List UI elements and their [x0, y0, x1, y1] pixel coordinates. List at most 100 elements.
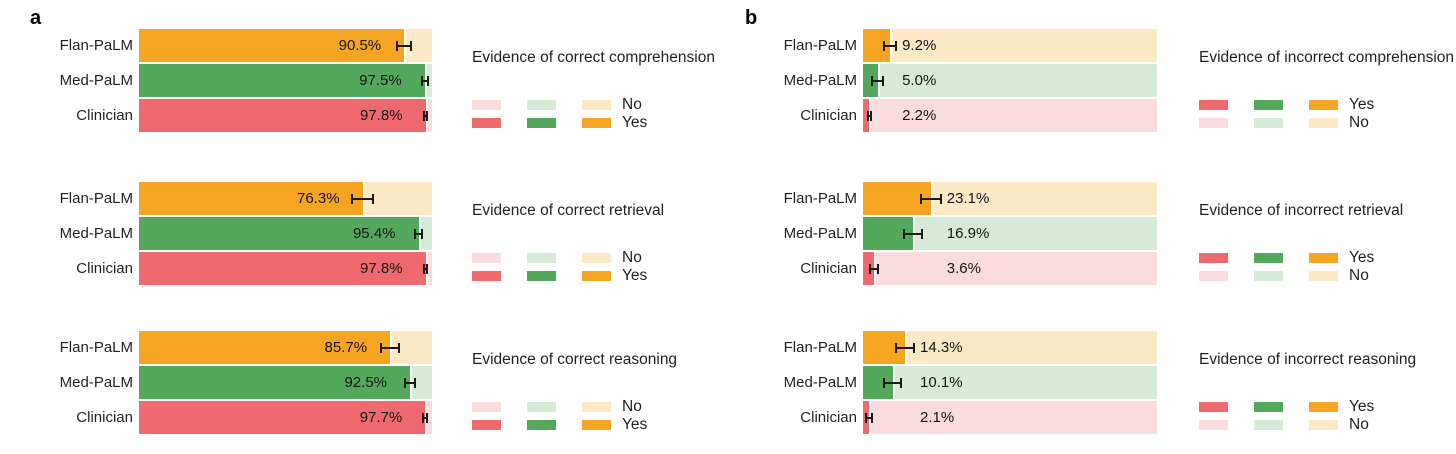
legend-swatch-flan-palm-solid: [1309, 402, 1338, 412]
value-label: 9.2%: [902, 37, 937, 54]
legend-swatch-flan-palm-light: [1309, 118, 1338, 128]
error-bar-cap: [413, 228, 416, 239]
error-bar-line: [413, 232, 424, 235]
legend-row-label: No: [622, 96, 642, 113]
legend-swatch-clinician-light: [472, 402, 501, 412]
legend-row-label: Yes: [622, 114, 648, 131]
error-bar-cap: [422, 263, 425, 274]
panel-label-b: b: [745, 7, 758, 29]
row-label: Flan-PaLM: [783, 339, 857, 356]
legend-swatch-clinician-light: [1199, 420, 1228, 430]
error-bar-line: [871, 79, 885, 82]
legend-row-label: No: [622, 398, 642, 415]
legend-swatch-flan-palm-light: [582, 402, 611, 412]
row-label: Flan-PaLM: [59, 37, 133, 54]
legend-row-label: No: [1349, 416, 1369, 433]
error-bar-cap: [404, 377, 407, 388]
row-label: Clinician: [800, 260, 857, 277]
bar-light-segment: [879, 64, 1157, 97]
legend-swatch-flan-palm-light: [1309, 420, 1338, 430]
error-bar-line: [422, 267, 429, 270]
bar-light-segment: [875, 252, 1157, 285]
legend-swatch-med-palm-solid: [1254, 253, 1283, 263]
legend-swatch-flan-palm-solid: [1309, 100, 1338, 110]
row-label: Clinician: [800, 409, 857, 426]
legend-swatch-clinician-solid: [1199, 402, 1228, 412]
row-label: Clinician: [76, 107, 133, 124]
value-label: 5.0%: [902, 72, 937, 89]
legend-swatch-clinician-light: [1199, 271, 1228, 281]
error-bar-line: [380, 346, 401, 349]
bar-light-segment: [420, 217, 432, 250]
legend-row-label: No: [1349, 114, 1369, 131]
error-bar-cap: [421, 228, 424, 239]
value-label: 90.5%: [338, 37, 382, 54]
legend-swatch-flan-palm-solid: [582, 420, 611, 430]
bar-light-segment: [932, 182, 1157, 215]
row-label: Med-PaLM: [783, 374, 857, 391]
value-label: 97.8%: [360, 260, 403, 277]
error-bar-cap: [426, 75, 429, 86]
error-bar-cap: [900, 377, 903, 388]
value-label: 97.8%: [360, 107, 403, 124]
bar-solid-segment: [863, 182, 931, 215]
bar-solid-segment: [139, 182, 363, 215]
error-bar-cap: [920, 193, 923, 204]
legend-swatch-clinician-solid: [472, 118, 501, 128]
legend-swatch-med-palm-light: [1254, 118, 1283, 128]
error-bar-cap: [871, 75, 874, 86]
legend-swatch-clinician-light: [472, 100, 501, 110]
error-bar-line: [902, 232, 923, 235]
error-bar-cap: [883, 377, 886, 388]
error-bar: [871, 75, 885, 86]
bar-light-segment: [426, 64, 432, 97]
row-label: Flan-PaLM: [783, 190, 857, 207]
error-bar-line: [420, 79, 429, 82]
legend-swatch-flan-palm-solid: [582, 271, 611, 281]
error-bar-cap: [396, 40, 399, 51]
error-bar: [422, 412, 429, 423]
error-bar: [895, 342, 916, 353]
bar-solid-segment: [139, 29, 405, 62]
bar-light-segment: [871, 401, 1157, 434]
row-label: Clinician: [800, 107, 857, 124]
legend-row-label: Yes: [622, 416, 648, 433]
value-label: 97.7%: [359, 409, 403, 426]
legend-swatch-med-palm-light: [1254, 420, 1283, 430]
error-bar-cap: [422, 110, 425, 121]
error-bar-line: [866, 114, 873, 117]
error-bar: [902, 228, 923, 239]
error-bar-cap: [868, 263, 871, 274]
error-bar-line: [920, 197, 942, 200]
legend-swatch-med-palm-solid: [1254, 402, 1283, 412]
error-bar: [883, 377, 903, 388]
bar-solid-segment: [139, 217, 419, 250]
error-bar: [422, 110, 429, 121]
legend-swatch-flan-palm-solid: [582, 118, 611, 128]
legend-swatch-clinician-light: [472, 253, 501, 263]
legend-row-label: Yes: [1349, 96, 1375, 113]
error-bar: [413, 228, 424, 239]
legend-swatch-flan-palm-solid: [1309, 253, 1338, 263]
legend-title: Evidence of correct retrieval: [472, 202, 665, 219]
bar-light-segment: [894, 366, 1157, 399]
value-label: 95.4%: [352, 225, 396, 242]
legend-title: Evidence of incorrect retrieval: [1199, 202, 1404, 219]
bar-solid-segment: [139, 64, 425, 97]
bar-solid-segment: [139, 401, 426, 434]
error-bar-cap: [939, 193, 942, 204]
legend-swatch-med-palm-solid: [527, 420, 556, 430]
legend-swatch-med-palm-light: [1254, 271, 1283, 281]
legend-title: Evidence of correct reasoning: [472, 351, 678, 368]
error-bar-cap: [865, 412, 868, 423]
legend-row-label: Yes: [1349, 398, 1375, 415]
row-label: Clinician: [76, 409, 133, 426]
error-bar: [866, 110, 873, 121]
row-label: Med-PaLM: [59, 72, 133, 89]
error-bar-cap: [920, 228, 923, 239]
error-bar-cap: [398, 342, 401, 353]
legend-swatch-med-palm-light: [527, 253, 556, 263]
error-bar-cap: [913, 342, 916, 353]
error-bar-cap: [895, 40, 898, 51]
